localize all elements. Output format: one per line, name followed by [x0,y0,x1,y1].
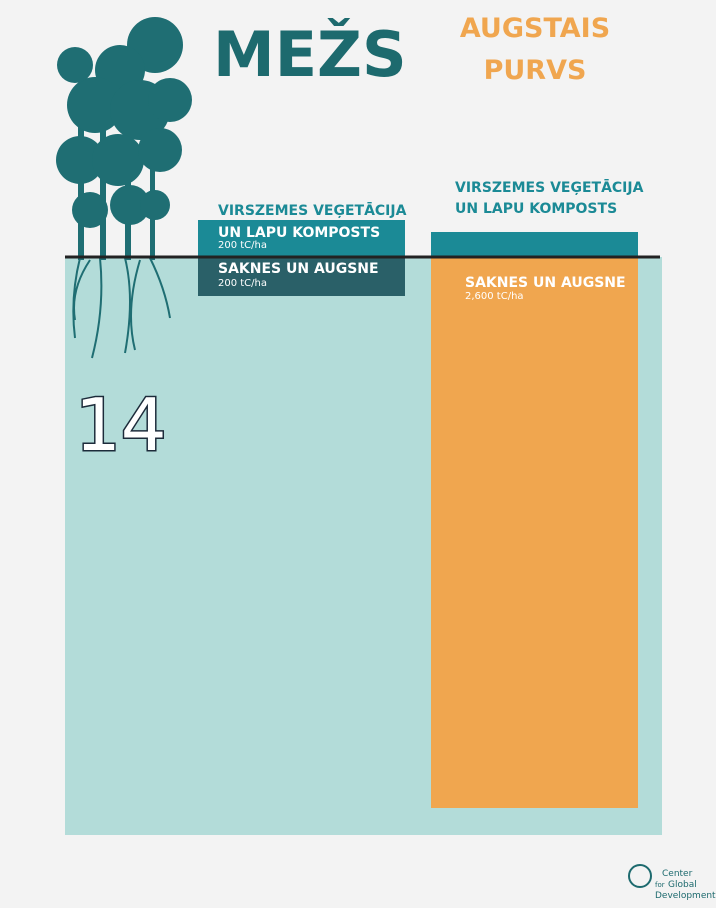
tree-icon [56,17,192,260]
bog-title: PURVS [484,55,587,86]
bog-below-label: SAKNES UN AUGSNE [465,275,626,291]
forest-below-value: 200 tC/ha [218,278,267,289]
logo-text: Global [668,880,697,890]
bog-above-label: UN LAPU KOMPOSTS [455,201,617,217]
forest-below-bar [198,257,405,296]
forest-below-label: SAKNES UN AUGSNE [218,261,379,277]
bog-above-bar [431,232,638,257]
bog-below-value: 2,600 tC/ha [465,291,524,302]
logo-text: for [655,881,665,889]
logo-text: Development [655,891,716,901]
bog-below-bar [431,257,638,808]
logo-icon [628,864,652,888]
tree-roots [72,257,171,359]
forest-title: MEŽS [213,18,407,91]
bog-above-label: VIRSZEMES VEĢETĀCIJA [455,178,644,196]
badge: 14 [75,383,167,467]
forest-above-bar [198,220,405,257]
bog-title: AUGSTAIS [460,13,610,44]
forest-above-label: VIRSZEMES VEĢETĀCIJA [218,201,407,219]
forest-above-label: UN LAPU KOMPOSTS [218,225,380,241]
logo-text: Center [662,869,693,879]
forest-above-value: 200 tC/ha [218,240,267,251]
